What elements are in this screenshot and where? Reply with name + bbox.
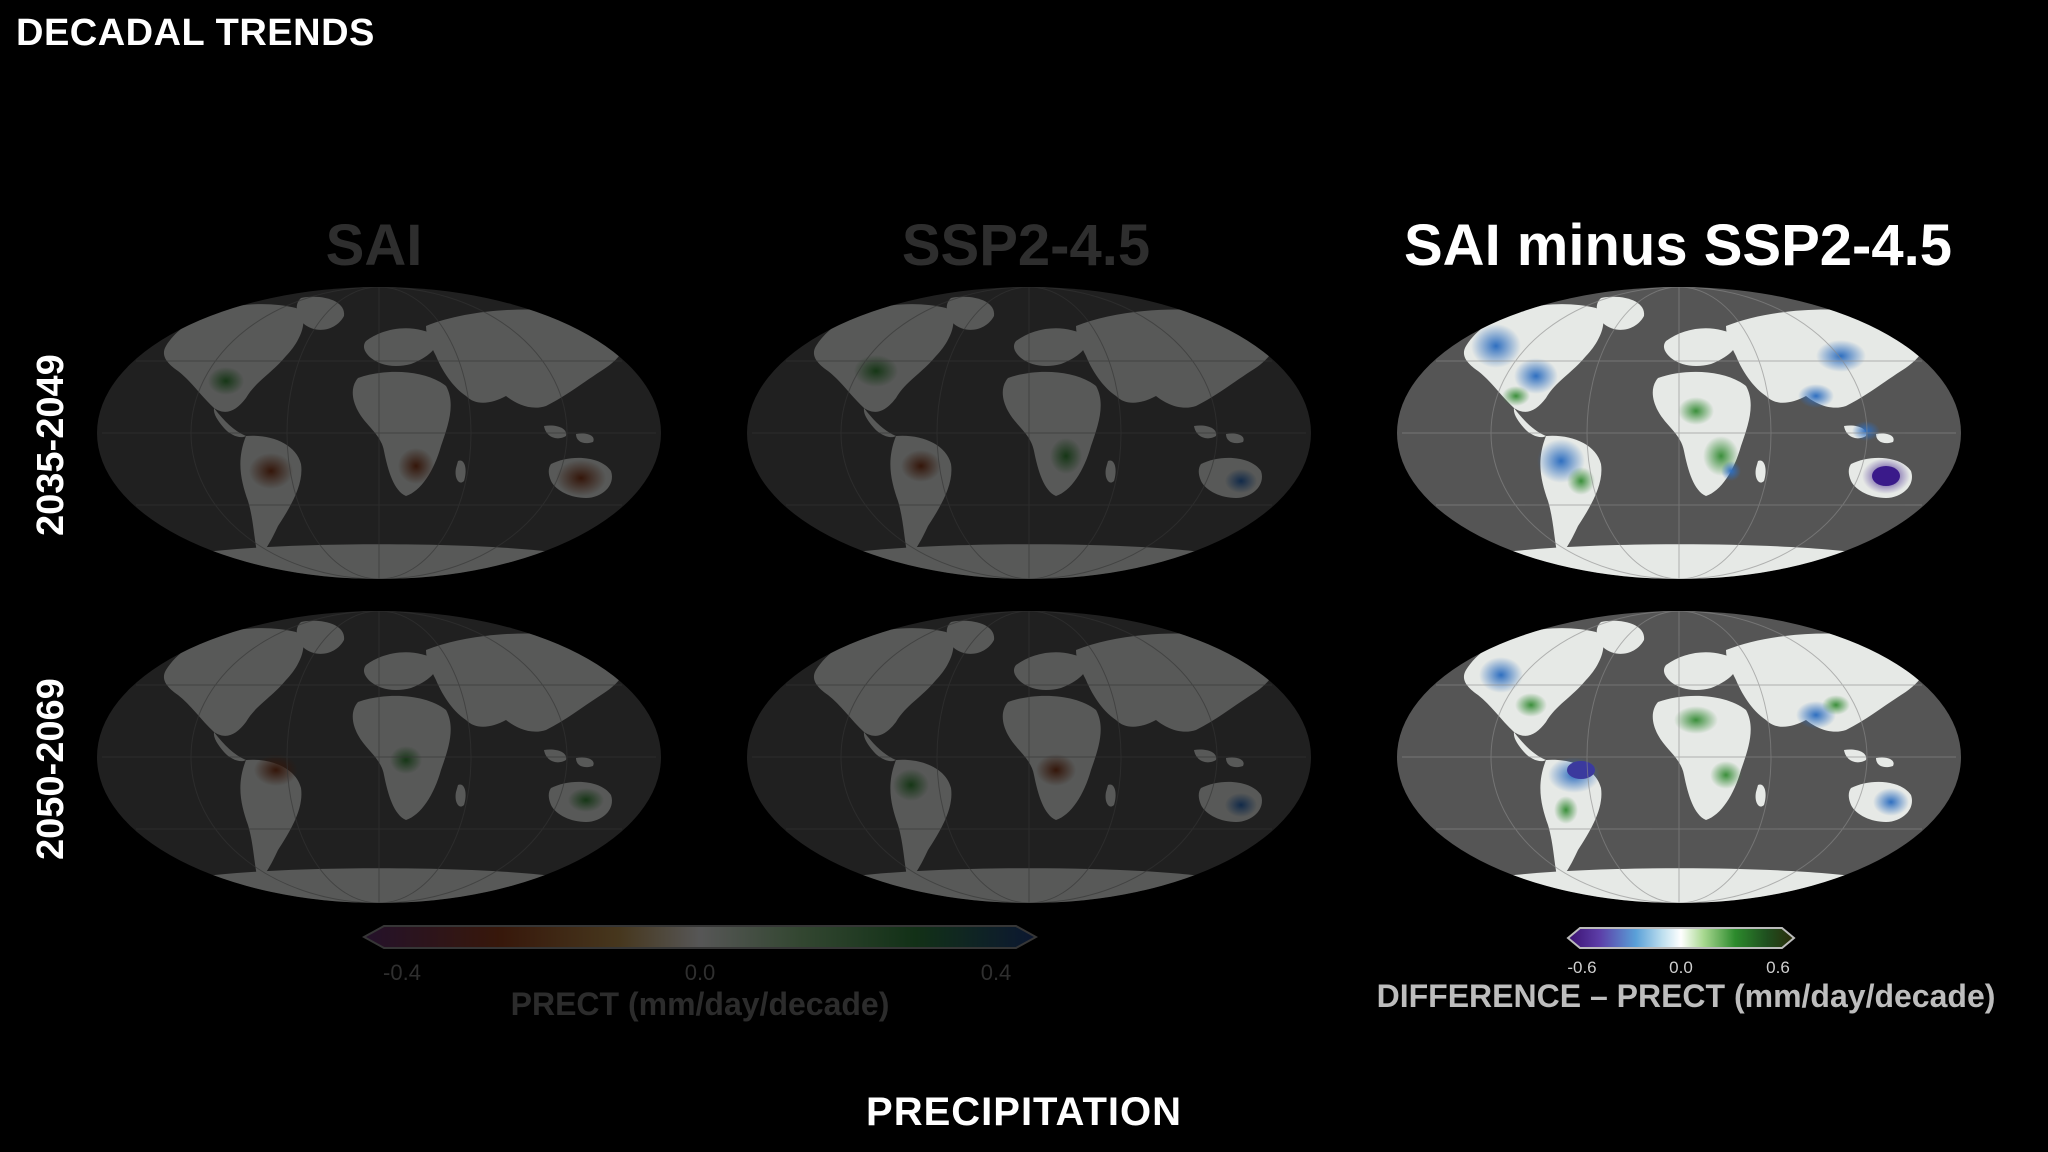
map-sai-2035-2049 [97,287,661,579]
colorbar-trend-tick-min: -0.4 [383,960,421,985]
bottom-title: PRECIPITATION [866,1090,1182,1134]
colorbar-trend-caption: PRECT (mm/day/decade) [510,986,890,1022]
map-ssp245-2050-2069 [747,611,1311,903]
colorbar-difference-tick-max: 0.6 [1766,958,1790,977]
colorbar-difference [1566,927,1796,949]
map-difference-2035-2049 [1397,287,1961,579]
column-title-ssp245: SSP2-4.5 [901,213,1151,278]
map-sai-2050-2069 [97,611,661,903]
column-title-difference: SAI minus SSP2-4.5 [1404,213,1952,278]
colorbar-difference-tick-zero: 0.0 [1669,958,1693,977]
page-title: DECADAL TRENDS [16,12,375,54]
colorbar-trend [362,925,1038,949]
map-difference-2050-2069 [1397,611,1961,903]
row-label-2035-2049: 2035-2049 [30,354,72,536]
colorbar-difference-caption: DIFFERENCE – PRECT (mm/day/decade) [1376,978,1996,1014]
row-label-2050-2069: 2050-2069 [30,678,72,860]
column-title-sai: SAI [325,213,423,278]
map-ssp245-2035-2049 [747,287,1311,579]
colorbar-difference-tick-min: -0.6 [1567,958,1597,977]
colorbar-trend-tick-max: 0.4 [980,960,1012,985]
colorbar-trend-tick-zero: 0.0 [684,960,716,985]
